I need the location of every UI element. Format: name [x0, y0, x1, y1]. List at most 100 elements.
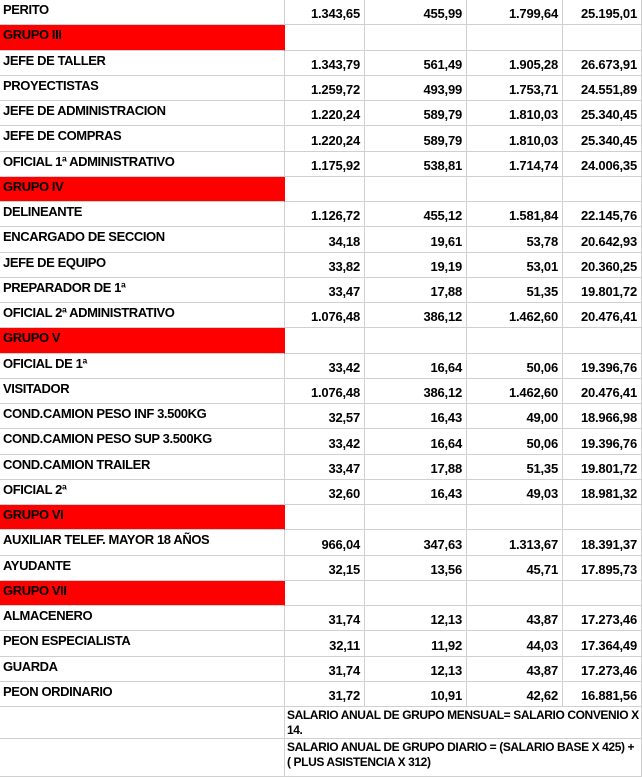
value-cell[interactable]: 43,87 — [467, 606, 563, 632]
value-cell[interactable] — [467, 25, 563, 51]
value-cell[interactable]: 22.145,76 — [563, 202, 642, 228]
value-cell[interactable]: 16.881,56 — [563, 681, 642, 707]
value-cell[interactable]: 1.343,79 — [285, 50, 365, 76]
value-cell[interactable]: 1.753,71 — [467, 75, 563, 101]
value-cell[interactable]: 20.476,41 — [563, 303, 642, 329]
value-cell[interactable]: 43,87 — [467, 656, 563, 682]
row-label-cell[interactable]: OFICIAL 2ª ADMINISTRATIVO — [0, 303, 285, 329]
value-cell[interactable]: 17,88 — [365, 454, 467, 480]
value-cell[interactable]: 33,82 — [285, 252, 365, 278]
value-cell[interactable]: 50,06 — [467, 353, 563, 379]
value-cell[interactable]: 11,92 — [365, 631, 467, 657]
value-cell[interactable]: 42,62 — [467, 681, 563, 707]
value-cell[interactable]: 386,12 — [365, 378, 467, 404]
value-cell[interactable] — [285, 176, 365, 202]
row-label-cell[interactable]: ALMACENERO — [0, 606, 285, 632]
value-cell[interactable]: 17.273,46 — [563, 606, 642, 632]
value-cell[interactable]: 10,91 — [365, 681, 467, 707]
value-cell[interactable]: 53,01 — [467, 252, 563, 278]
group-header-cell[interactable]: GRUPO VI — [0, 505, 285, 531]
row-label-cell[interactable]: DELINEANTE — [0, 202, 285, 228]
value-cell[interactable]: 1.126,72 — [285, 202, 365, 228]
value-cell[interactable]: 49,00 — [467, 404, 563, 430]
value-cell[interactable] — [563, 25, 642, 51]
value-cell[interactable]: 16,64 — [365, 429, 467, 455]
value-cell[interactable]: 17.364,49 — [563, 631, 642, 657]
value-cell[interactable]: 1.076,48 — [285, 303, 365, 329]
value-cell[interactable] — [365, 176, 467, 202]
value-cell[interactable]: 1.220,24 — [285, 126, 365, 152]
value-cell[interactable]: 53,78 — [467, 227, 563, 253]
row-label-cell[interactable]: VISITADOR — [0, 378, 285, 404]
value-cell[interactable]: 33,42 — [285, 353, 365, 379]
value-cell[interactable]: 32,57 — [285, 404, 365, 430]
value-cell[interactable]: 17.895,73 — [563, 555, 642, 581]
row-label-cell[interactable]: JEFE DE TALLER — [0, 50, 285, 76]
row-label-cell[interactable]: PERITO — [0, 0, 285, 26]
value-cell[interactable]: 19.396,76 — [563, 429, 642, 455]
row-label-cell[interactable]: PEON ORDINARIO — [0, 681, 285, 707]
row-label-cell[interactable]: OFICIAL 2ª — [0, 479, 285, 505]
value-cell[interactable]: 33,42 — [285, 429, 365, 455]
value-cell[interactable] — [285, 328, 365, 354]
row-label-cell[interactable]: AYUDANTE — [0, 555, 285, 581]
value-cell[interactable] — [563, 580, 642, 606]
value-cell[interactable]: 1.259,72 — [285, 75, 365, 101]
row-label-cell[interactable]: JEFE DE ADMINISTRACION — [0, 101, 285, 127]
value-cell[interactable]: 33,47 — [285, 277, 365, 303]
value-cell[interactable]: 1.076,48 — [285, 378, 365, 404]
value-cell[interactable]: 16,43 — [365, 479, 467, 505]
value-cell[interactable]: 24.551,89 — [563, 75, 642, 101]
value-cell[interactable]: 1.462,60 — [467, 303, 563, 329]
value-cell[interactable]: 589,79 — [365, 101, 467, 127]
value-cell[interactable]: 16,43 — [365, 404, 467, 430]
value-cell[interactable]: 1.581,84 — [467, 202, 563, 228]
value-cell[interactable]: 589,79 — [365, 126, 467, 152]
value-cell[interactable]: 18.966,98 — [563, 404, 642, 430]
value-cell[interactable]: 34,18 — [285, 227, 365, 253]
value-cell[interactable]: 32,60 — [285, 479, 365, 505]
value-cell[interactable]: 1.343,65 — [285, 0, 365, 26]
value-cell[interactable]: 32,11 — [285, 631, 365, 657]
value-cell[interactable]: 386,12 — [365, 303, 467, 329]
row-label-cell[interactable]: OFICIAL 1ª ADMINISTRATIVO — [0, 151, 285, 177]
footnote-cell[interactable]: SALARIO ANUAL DE GRUPO DIARIO = (SALARIO… — [285, 739, 642, 777]
row-label-cell[interactable]: COND.CAMION TRAILER — [0, 454, 285, 480]
value-cell[interactable] — [285, 580, 365, 606]
value-cell[interactable]: 538,81 — [365, 151, 467, 177]
row-label-cell[interactable]: PREPARADOR DE 1ª — [0, 277, 285, 303]
value-cell[interactable]: 19.396,76 — [563, 353, 642, 379]
value-cell[interactable] — [467, 505, 563, 531]
value-cell[interactable]: 51,35 — [467, 277, 563, 303]
value-cell[interactable]: 17.273,46 — [563, 656, 642, 682]
value-cell[interactable]: 1.810,03 — [467, 101, 563, 127]
value-cell[interactable]: 19.801,72 — [563, 277, 642, 303]
value-cell[interactable] — [467, 176, 563, 202]
value-cell[interactable]: 455,12 — [365, 202, 467, 228]
value-cell[interactable]: 1.810,03 — [467, 126, 563, 152]
value-cell[interactable]: 45,71 — [467, 555, 563, 581]
value-cell[interactable]: 25.340,45 — [563, 126, 642, 152]
row-label-cell[interactable]: JEFE DE COMPRAS — [0, 126, 285, 152]
value-cell[interactable]: 50,06 — [467, 429, 563, 455]
value-cell[interactable]: 12,13 — [365, 656, 467, 682]
value-cell[interactable]: 32,15 — [285, 555, 365, 581]
value-cell[interactable] — [563, 176, 642, 202]
value-cell[interactable] — [563, 328, 642, 354]
value-cell[interactable]: 20.642,93 — [563, 227, 642, 253]
value-cell[interactable]: 1.462,60 — [467, 378, 563, 404]
group-header-cell[interactable]: GRUPO III — [0, 25, 285, 51]
value-cell[interactable]: 24.006,35 — [563, 151, 642, 177]
value-cell[interactable]: 44,03 — [467, 631, 563, 657]
group-header-cell[interactable]: GRUPO V — [0, 328, 285, 354]
row-label-cell[interactable]: OFICIAL DE 1ª — [0, 353, 285, 379]
value-cell[interactable]: 1.220,24 — [285, 101, 365, 127]
value-cell[interactable] — [285, 25, 365, 51]
value-cell[interactable]: 1.175,92 — [285, 151, 365, 177]
value-cell[interactable]: 51,35 — [467, 454, 563, 480]
row-label-cell[interactable]: AUXILIAR TELEF. MAYOR 18 AÑOS — [0, 530, 285, 556]
value-cell[interactable]: 20.360,25 — [563, 252, 642, 278]
value-cell[interactable]: 1.313,67 — [467, 530, 563, 556]
value-cell[interactable]: 33,47 — [285, 454, 365, 480]
row-label-cell[interactable]: GUARDA — [0, 656, 285, 682]
